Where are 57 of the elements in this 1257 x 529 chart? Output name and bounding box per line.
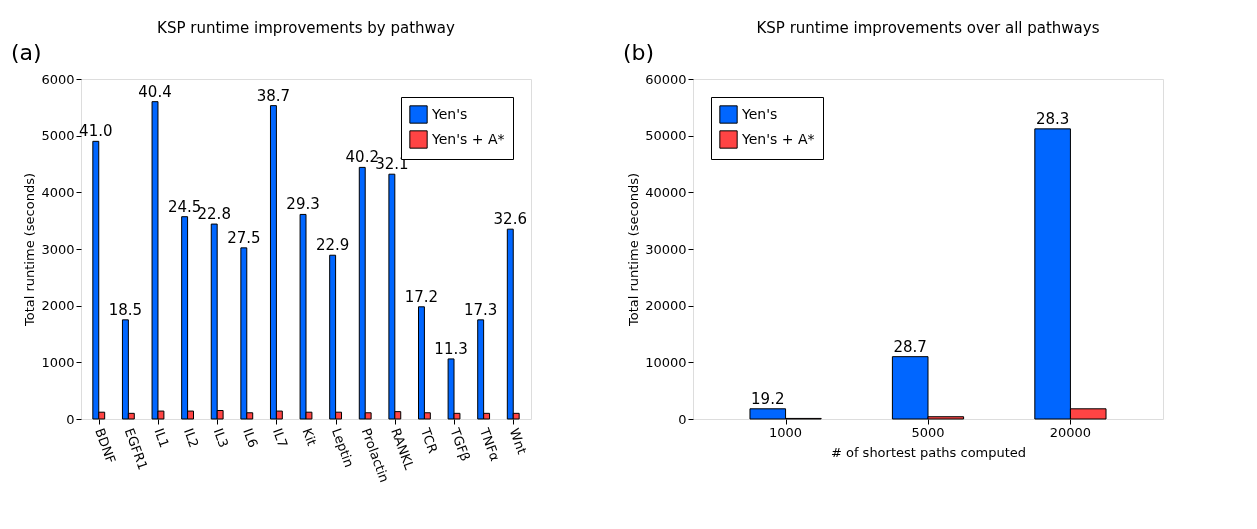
x-tick-label: 1000: [769, 425, 803, 440]
x-tick-label: IL6: [240, 426, 261, 450]
x-tick-label: IL1: [151, 426, 173, 450]
x-tick-label: Kit: [299, 426, 320, 448]
annotation: 38.7: [256, 86, 291, 105]
text: (b): [623, 40, 655, 65]
annotation: 17.3: [463, 300, 498, 319]
y-tick-label: 60000: [645, 71, 687, 87]
x-tick-label: Wnt: [506, 426, 530, 457]
x-tick-label: EGFR1: [121, 426, 151, 472]
y-axis-title: Total runtime (seconds): [22, 172, 38, 328]
x-tick-label: 5000: [911, 425, 945, 440]
legend-label: Yen's: [741, 105, 778, 122]
chart-title: KSP runtime improvements by pathway: [157, 19, 456, 37]
annotation: 41.0: [79, 122, 113, 141]
x-axis-title: # of shortest paths computed: [830, 445, 1027, 460]
annotation: 17.2: [404, 287, 439, 306]
y-tick-label: 1000: [41, 354, 75, 370]
y-tick-label: 20000: [645, 298, 687, 314]
x-tick-label: 20000: [1049, 425, 1092, 440]
x-tick-label: IL7: [269, 426, 291, 450]
x-tick-label: Leptin: [329, 426, 357, 470]
text: (a): [11, 40, 42, 65]
annotation: 40.2: [345, 148, 379, 167]
y-tick-label: 6000: [41, 71, 75, 87]
y-tick-label: 0: [678, 411, 687, 427]
annotation: 29.3: [286, 195, 320, 214]
y-tick-label: 10000: [645, 354, 687, 370]
x-tick-label: TCR: [417, 425, 441, 456]
annotation: 32.6: [493, 210, 527, 229]
annotation: 19.2: [751, 389, 785, 408]
annotation: 22.9: [315, 236, 350, 255]
legend-label: Yen's + A*: [741, 130, 815, 147]
legend-label: Yen's: [431, 105, 468, 122]
y-tick-label: 0: [66, 411, 75, 427]
x-tick-label: IL2: [181, 426, 202, 450]
annotation: 28.3: [1035, 109, 1070, 128]
y-axis-title: Total runtime (seconds): [626, 172, 642, 328]
annotation: 28.7: [893, 337, 927, 356]
y-tick-label: 2000: [41, 298, 75, 314]
y-tick-label: 4000: [41, 184, 75, 200]
chart-title: KSP runtime improvements over all pathways: [756, 19, 1100, 37]
x-tick-label: TGFβ: [447, 425, 474, 464]
y-tick-label: 3000: [41, 241, 75, 257]
annotation: 11.3: [434, 339, 468, 358]
x-tick-label: TNFα: [476, 425, 503, 464]
y-tick-label: 50000: [645, 128, 687, 144]
legend-label: Yen's + A*: [431, 130, 505, 147]
y-tick-label: 5000: [41, 128, 75, 144]
x-tick-label: BDNF: [92, 426, 119, 466]
annotation: 18.5: [108, 300, 143, 319]
x-tick-label: IL3: [210, 426, 232, 450]
y-tick-label: 30000: [645, 241, 687, 257]
annotation: 27.5: [227, 228, 261, 247]
y-tick-label: 40000: [645, 184, 687, 200]
x-tick-label: RANKL: [388, 426, 418, 473]
annotation: 40.4: [138, 82, 172, 101]
